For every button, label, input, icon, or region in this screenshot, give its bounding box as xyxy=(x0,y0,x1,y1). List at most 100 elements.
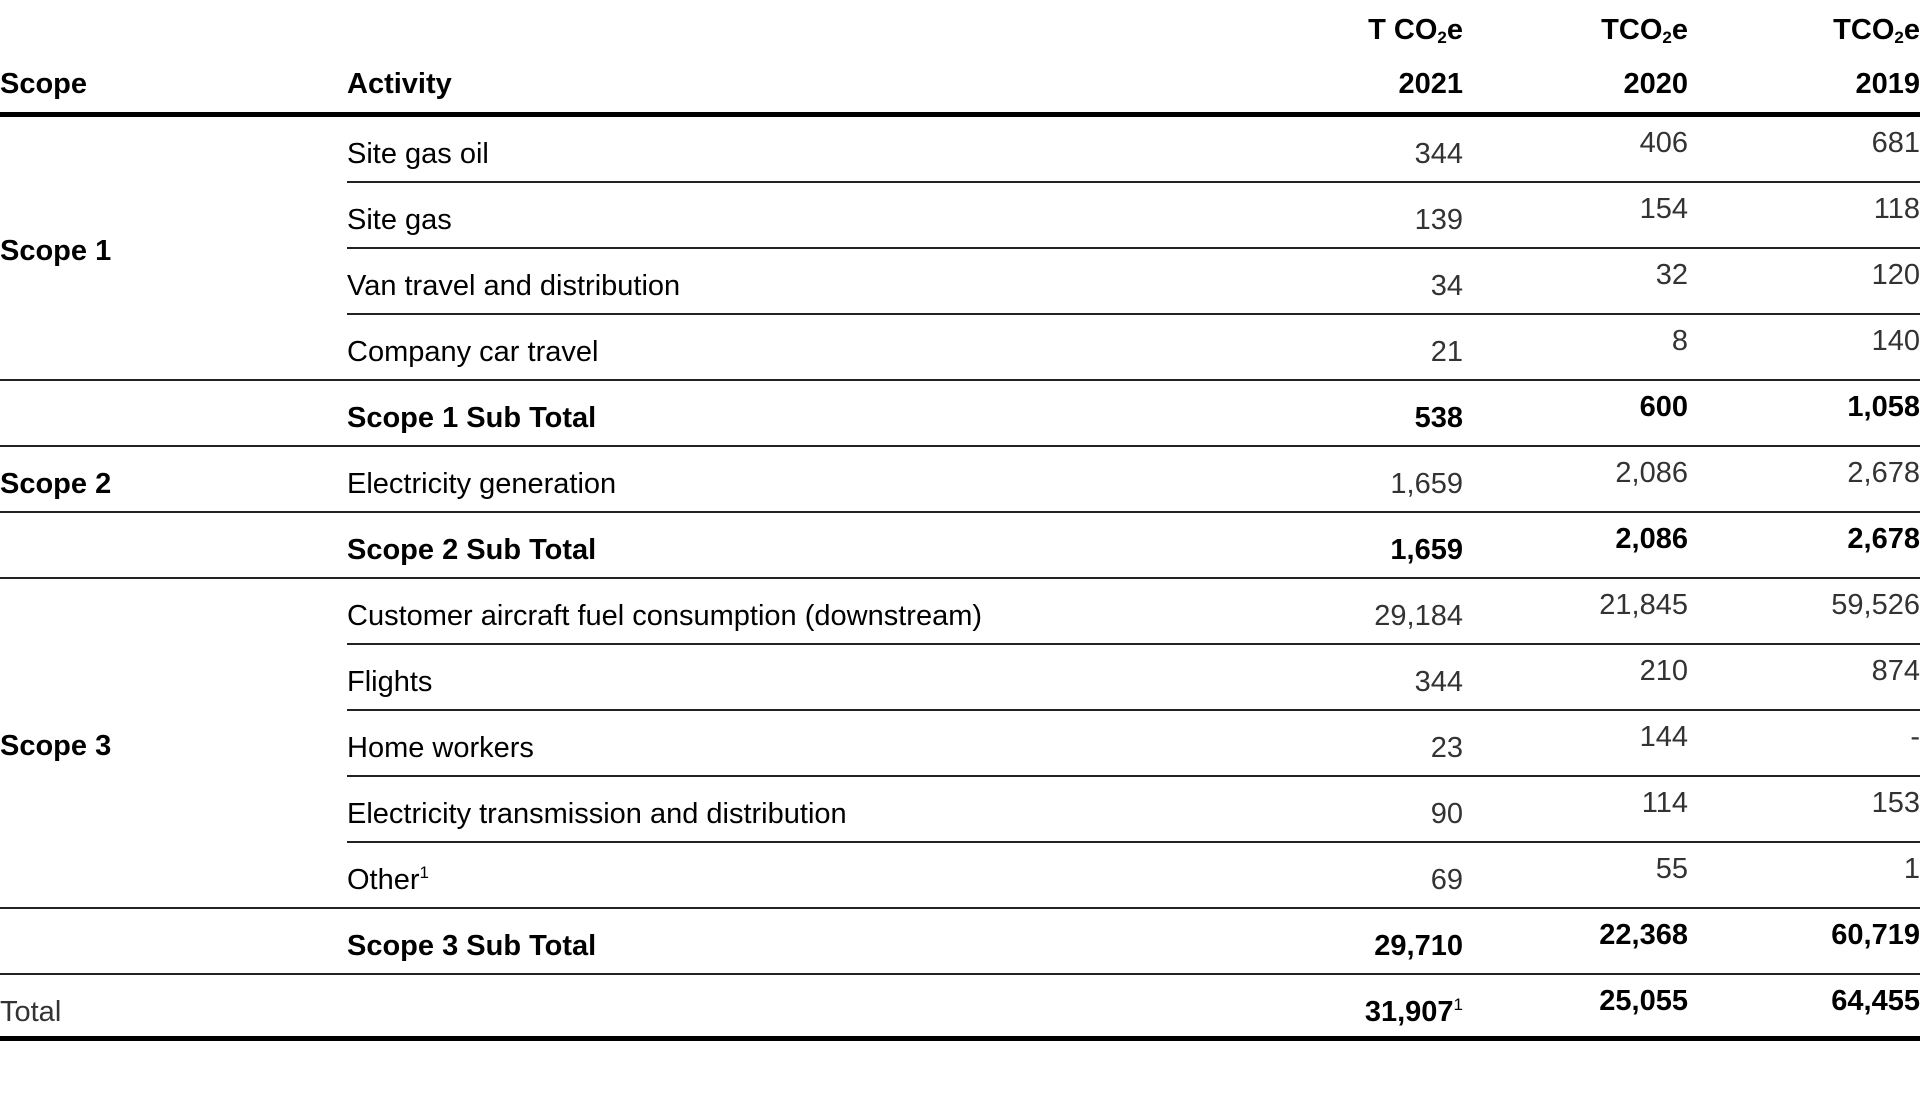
footnote-marker: 1 xyxy=(1453,995,1463,1014)
value-2021: 69 xyxy=(1430,864,1463,896)
header-label-row: Scope Activity 2021 2020 2019 xyxy=(0,0,1920,117)
row-divider xyxy=(347,775,1920,777)
value-2019: 681 xyxy=(1871,127,1920,159)
value-2021: 1,659 xyxy=(1390,534,1463,566)
value-2019: 2,678 xyxy=(1847,457,1920,489)
table-row: Flights 344 210 874 xyxy=(0,645,1920,711)
value-2019: 64,455 xyxy=(1831,985,1920,1017)
subtotal-label: Scope 1 Sub Total xyxy=(347,402,597,434)
total-row: Total 31,9071 25,055 64,455 xyxy=(0,975,1920,1041)
value-2019: 153 xyxy=(1871,787,1920,819)
row-divider xyxy=(347,709,1920,711)
row-divider xyxy=(347,643,1920,645)
header-unit-row: T CO2e TCO2e TCO2e xyxy=(0,0,1920,52)
header-unit-2020: TCO2e xyxy=(1601,14,1688,47)
value-2020: 32 xyxy=(1655,259,1688,291)
table-row: Van travel and distribution 34 32 120 xyxy=(0,249,1920,315)
table-row: Customer aircraft fuel consumption (down… xyxy=(0,579,1920,645)
subtotal-label: Scope 3 Sub Total xyxy=(347,930,597,962)
value-2021: 344 xyxy=(1414,138,1463,170)
scope2-label: Scope 2 xyxy=(0,468,112,500)
row-divider xyxy=(0,973,1920,975)
header-unit-2021: T CO2e xyxy=(1368,14,1463,47)
value-2019: 1,058 xyxy=(1847,391,1920,423)
value-2020: 406 xyxy=(1639,127,1688,159)
table-row: Home workers 23 144 - xyxy=(0,711,1920,777)
row-divider xyxy=(0,445,1920,447)
activity-cell: Site gas xyxy=(347,204,452,236)
value-2020: 2,086 xyxy=(1615,523,1688,555)
value-2019: 120 xyxy=(1871,259,1920,291)
value-2019: 140 xyxy=(1871,325,1920,357)
value-2019: 874 xyxy=(1871,655,1920,687)
value-2021: 1,659 xyxy=(1390,468,1463,500)
header-scope: Scope xyxy=(0,68,88,100)
activity-cell: Electricity transmission and distributio… xyxy=(347,798,847,830)
value-2020: 210 xyxy=(1639,655,1688,687)
row-divider xyxy=(347,313,1920,315)
value-2020: 144 xyxy=(1639,721,1688,753)
scope1-label: Scope 1 xyxy=(0,235,112,267)
value-2019: 60,719 xyxy=(1831,919,1920,951)
value-2021: 21 xyxy=(1430,336,1463,368)
value-2020: 55 xyxy=(1655,853,1688,885)
value-2019: 118 xyxy=(1873,193,1920,225)
table-row: Site gas oil 344 406 681 xyxy=(0,117,1920,183)
value-2021: 29,184 xyxy=(1374,600,1463,632)
activity-cell: Van travel and distribution xyxy=(347,270,681,302)
header-year-2020: 2020 xyxy=(1623,68,1688,100)
activity-cell: Company car travel xyxy=(347,336,599,368)
subtotal-row: Scope 2 Sub Total 1,659 2,086 2,678 xyxy=(0,513,1920,579)
value-2020: 2,086 xyxy=(1615,457,1688,489)
subtotal-row: Scope 3 Sub Total 29,710 22,368 60,719 xyxy=(0,909,1920,975)
value-2021: 90 xyxy=(1430,798,1463,830)
scope3-label: Scope 3 xyxy=(0,730,112,762)
table-bottom-rule xyxy=(0,1036,1920,1041)
subtotal-label: Scope 2 Sub Total xyxy=(347,534,597,566)
row-divider xyxy=(347,181,1920,183)
activity-cell: Flights xyxy=(347,666,433,698)
header-year-2019: 2019 xyxy=(1855,68,1920,100)
value-2021: 139 xyxy=(1414,204,1463,236)
value-2020: 154 xyxy=(1639,193,1688,225)
scope1-group: Scope 1 Site gas oil 344 406 681 Site ga… xyxy=(0,117,1920,381)
header-year-2021: 2021 xyxy=(1398,68,1463,100)
row-divider xyxy=(347,247,1920,249)
value-2021: 23 xyxy=(1430,732,1463,764)
value-2019: 59,526 xyxy=(1831,589,1920,621)
value-2020: 600 xyxy=(1639,391,1688,423)
footnote-marker: 1 xyxy=(419,863,429,882)
row-divider xyxy=(0,577,1920,579)
header-unit-2019: TCO2e xyxy=(1833,14,1920,47)
value-2021: 538 xyxy=(1414,402,1463,434)
value-2020: 114 xyxy=(1641,787,1688,819)
total-label: Total xyxy=(0,996,62,1028)
value-2019: - xyxy=(1910,721,1920,753)
value-2021: 29,710 xyxy=(1374,930,1463,962)
activity-cell: Electricity generation xyxy=(347,468,617,500)
activity-cell: Other1 xyxy=(347,863,429,896)
table-row: Electricity transmission and distributio… xyxy=(0,777,1920,843)
value-2020: 21,845 xyxy=(1599,589,1688,621)
emissions-table: T CO2e TCO2e TCO2e Scope Activity 2021 2… xyxy=(0,0,1920,1041)
activity-cell: Home workers xyxy=(347,732,534,764)
row-divider xyxy=(347,841,1920,843)
table-row: Site gas 139 154 118 xyxy=(0,183,1920,249)
table-row: Company car travel 21 8 140 xyxy=(0,315,1920,381)
activity-cell: Customer aircraft fuel consumption (down… xyxy=(347,600,983,632)
table-row: Scope 2 Electricity generation 1,659 2,0… xyxy=(0,447,1920,513)
row-divider xyxy=(0,379,1920,381)
value-2021: 31,9071 xyxy=(1364,995,1463,1028)
value-2020: 8 xyxy=(1671,325,1688,357)
activity-cell: Site gas oil xyxy=(347,138,489,170)
value-2021: 344 xyxy=(1414,666,1463,698)
header-activity: Activity xyxy=(347,68,452,100)
scope3-group: Scope 3 Customer aircraft fuel consumpti… xyxy=(0,579,1920,909)
row-divider xyxy=(0,907,1920,909)
row-divider xyxy=(0,511,1920,513)
value-2020: 22,368 xyxy=(1599,919,1688,951)
value-2020: 25,055 xyxy=(1599,985,1688,1017)
value-2019: 2,678 xyxy=(1847,523,1920,555)
subtotal-row: Scope 1 Sub Total 538 600 1,058 xyxy=(0,381,1920,447)
value-2019: 1 xyxy=(1903,853,1920,885)
